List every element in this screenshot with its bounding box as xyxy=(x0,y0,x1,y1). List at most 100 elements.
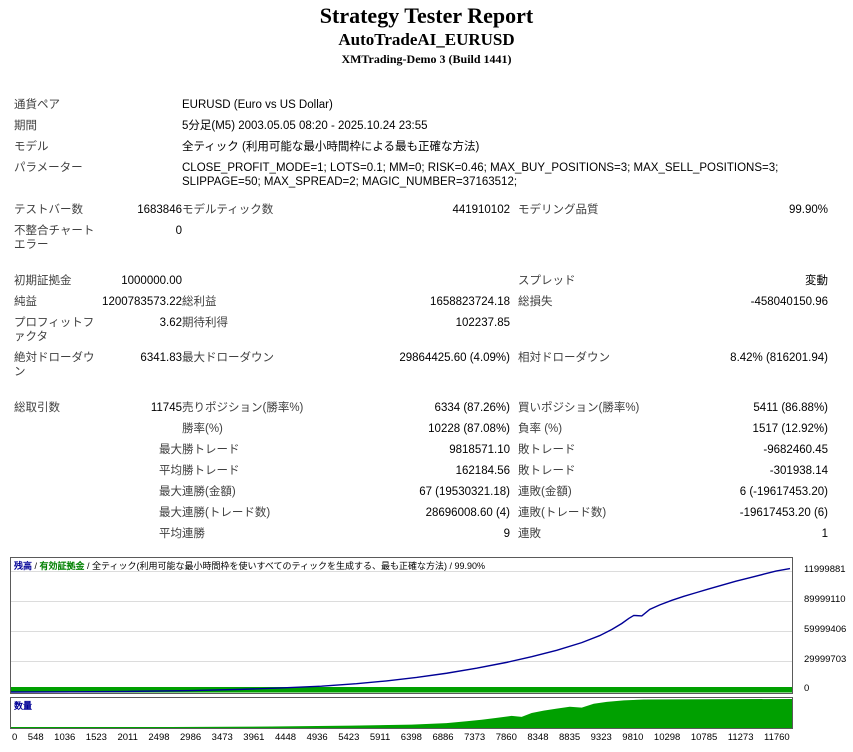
row-value: 最大 xyxy=(159,443,182,456)
table-row-consecutive-money: 最大 連勝(金額) 67 (19530321.18) 連敗(金額) 6 (-1961… xyxy=(14,481,842,502)
row-label: 連敗(トレード数) xyxy=(518,506,607,519)
row-value: 5分足(M5) 2003.05.05 08:20 - 2025.10.24 23… xyxy=(182,119,428,132)
x-axis-tick: 4448 xyxy=(274,732,297,743)
gridline xyxy=(11,631,792,632)
legend-equity-label: 有効証拠金 xyxy=(39,561,85,571)
report-header: Strategy Tester Report AutoTradeAI_EURUS… xyxy=(0,0,853,67)
row-value: -458040150.96 xyxy=(750,295,828,308)
row-value: 67 (19530321.18) xyxy=(419,485,510,498)
row-label: モデルティック数 xyxy=(182,203,274,216)
row-label: 連敗(金額) xyxy=(518,485,572,498)
table-row-average-consecutive: 平均 連勝 9 連敗 1 xyxy=(14,523,842,544)
row-value: 1000000.00 xyxy=(121,274,182,287)
x-axis-tick: 0 xyxy=(12,732,18,743)
row-value: 5411 (86.88%) xyxy=(753,401,828,414)
x-axis-tick: 8348 xyxy=(527,732,549,743)
row-value: 11745 xyxy=(150,401,182,414)
balance-line xyxy=(11,567,791,693)
row-label: 連勝 xyxy=(182,527,205,540)
table-row-profit-factor: プロフィットファクタ 3.62 期待利得 102237.85 xyxy=(14,312,842,347)
row-value: -19617453.20 (6) xyxy=(739,506,828,519)
chart-legend: 残高 / 有効証拠金 / 全ティック(利用可能な最小時間枠を使いすべてのティック… xyxy=(14,559,485,572)
row-label: 連勝(トレード数) xyxy=(182,506,271,519)
row-value: EURUSD (Euro vs US Dollar) xyxy=(182,98,333,111)
row-label: 売りポジション(勝率%) xyxy=(182,401,304,414)
row-value: CLOSE_PROFIT_MODE=1; LOTS=0.1; MM=0; RIS… xyxy=(182,161,779,188)
row-value: 1 xyxy=(821,527,828,540)
table-row-mismatched-errors: 不整合チャートエラー 0 xyxy=(14,220,842,255)
row-value: 99.90% xyxy=(788,203,828,216)
row-label: スプレッド xyxy=(518,274,576,287)
table-row-win-rate: 勝率(%) 10228 (87.08%) 負率 (%) 1517 (12.92%) xyxy=(14,418,842,439)
row-label: 勝率(%) xyxy=(182,422,223,435)
x-axis-tick: 10298 xyxy=(653,732,681,743)
row-value: 441910102 xyxy=(452,203,510,216)
row-label: 敗トレード xyxy=(518,443,576,456)
x-axis-tick: 5911 xyxy=(369,732,391,743)
table-row-total-trades: 総取引数 11745 売りポジション(勝率%) 6334 (87.26%) 買いポジ… xyxy=(14,397,842,418)
y-axis-tick: 89999110 xyxy=(804,594,846,605)
row-label: 連勝(金額) xyxy=(182,485,236,498)
gridline xyxy=(11,571,792,572)
row-label: モデリング品質 xyxy=(518,203,599,216)
x-axis-tick: 9323 xyxy=(590,732,612,743)
row-label: 勝トレード xyxy=(182,443,240,456)
table-row-symbol: 通貨ペア EURUSD (Euro vs US Dollar) xyxy=(14,94,842,115)
row-value: 28696008.60 (4) xyxy=(425,506,510,519)
balance-curve-svg xyxy=(11,567,792,693)
row-label: 純益 xyxy=(14,295,37,308)
row-label: 絶対ドローダウン xyxy=(14,351,95,378)
gridline xyxy=(11,601,792,602)
legend-separator: / xyxy=(32,561,40,571)
row-label: プロフィットファクタ xyxy=(14,316,95,343)
row-value: 全ティック (利用可能な最小時間枠による最も正確な方法) xyxy=(182,140,480,153)
volume-histogram-svg xyxy=(11,698,792,728)
x-axis-tick: 2986 xyxy=(180,732,202,743)
row-value: 最大 xyxy=(159,485,182,498)
row-label: 敗トレード xyxy=(518,464,576,477)
row-value: 9 xyxy=(503,527,510,540)
x-axis-tick: 11273 xyxy=(727,732,754,743)
row-value: 1658823724.18 xyxy=(430,295,510,308)
row-label: 初期証拠金 xyxy=(14,274,72,287)
x-axis-tick: 8835 xyxy=(559,732,581,743)
ea-name: AutoTradeAI_EURUSD xyxy=(338,30,515,49)
x-axis: 0 548 1036 1523 2011 2498 2986 3473 3961… xyxy=(12,732,790,743)
row-value: 1683846 xyxy=(137,203,182,216)
legend-balance-label: 残高 xyxy=(14,561,33,571)
volume-chart: 数量 xyxy=(10,697,793,729)
spacer xyxy=(14,192,842,199)
y-axis-tick: 59999406 xyxy=(804,624,847,635)
row-value: -9682460.45 xyxy=(763,443,828,456)
row-label: テストバー数 xyxy=(14,203,83,216)
row-label: 最大ドローダウン xyxy=(182,351,274,364)
row-label: 通貨ペア xyxy=(14,98,60,111)
x-axis-tick: 4936 xyxy=(306,732,328,743)
x-axis-tick: 5423 xyxy=(338,732,360,743)
balance-chart: 残高 / 有効証拠金 / 全ティック(利用可能な最小時間枠を使いすべてのティック… xyxy=(10,557,793,694)
y-axis-tick: 0 xyxy=(804,683,810,694)
x-axis-tick: 6398 xyxy=(400,732,422,743)
x-axis-tick: 2011 xyxy=(117,732,138,743)
row-label: 期待利得 xyxy=(182,316,228,329)
table-row-model: モデル 全ティック (利用可能な最小時間枠による最も正確な方法) xyxy=(14,136,842,157)
row-value: 8.42% (816201.94) xyxy=(730,351,828,364)
x-axis-tick: 6886 xyxy=(432,732,454,743)
results-table: 通貨ペア EURUSD (Euro vs US Dollar) 期間 5分足(M… xyxy=(14,94,842,544)
row-value: 6334 (87.26%) xyxy=(434,401,510,414)
row-value: 102237.85 xyxy=(455,316,510,329)
legend-model-text: / 全ティック(利用可能な最小時間枠を使いすべてのティックを生成する、最も正確な… xyxy=(84,561,486,571)
row-label: パラメーター xyxy=(14,161,83,174)
row-value: 平均 xyxy=(159,527,182,540)
row-label: 買いポジション(勝率%) xyxy=(518,401,640,414)
row-label: 総損失 xyxy=(518,295,553,308)
spacer xyxy=(14,255,842,270)
row-value: 最大 xyxy=(159,506,182,519)
table-row-initial-deposit: 初期証拠金 1000000.00 スプレッド 変動 xyxy=(14,270,842,291)
lots-line xyxy=(11,686,792,693)
volume-area xyxy=(11,698,792,728)
x-axis-tick: 11760 xyxy=(763,732,790,743)
table-row-parameters: パラメーター CLOSE_PROFIT_MODE=1; LOTS=0.1; MM… xyxy=(14,157,842,192)
row-label: モデル xyxy=(14,140,49,153)
row-label: 相対ドローダウン xyxy=(518,351,610,364)
